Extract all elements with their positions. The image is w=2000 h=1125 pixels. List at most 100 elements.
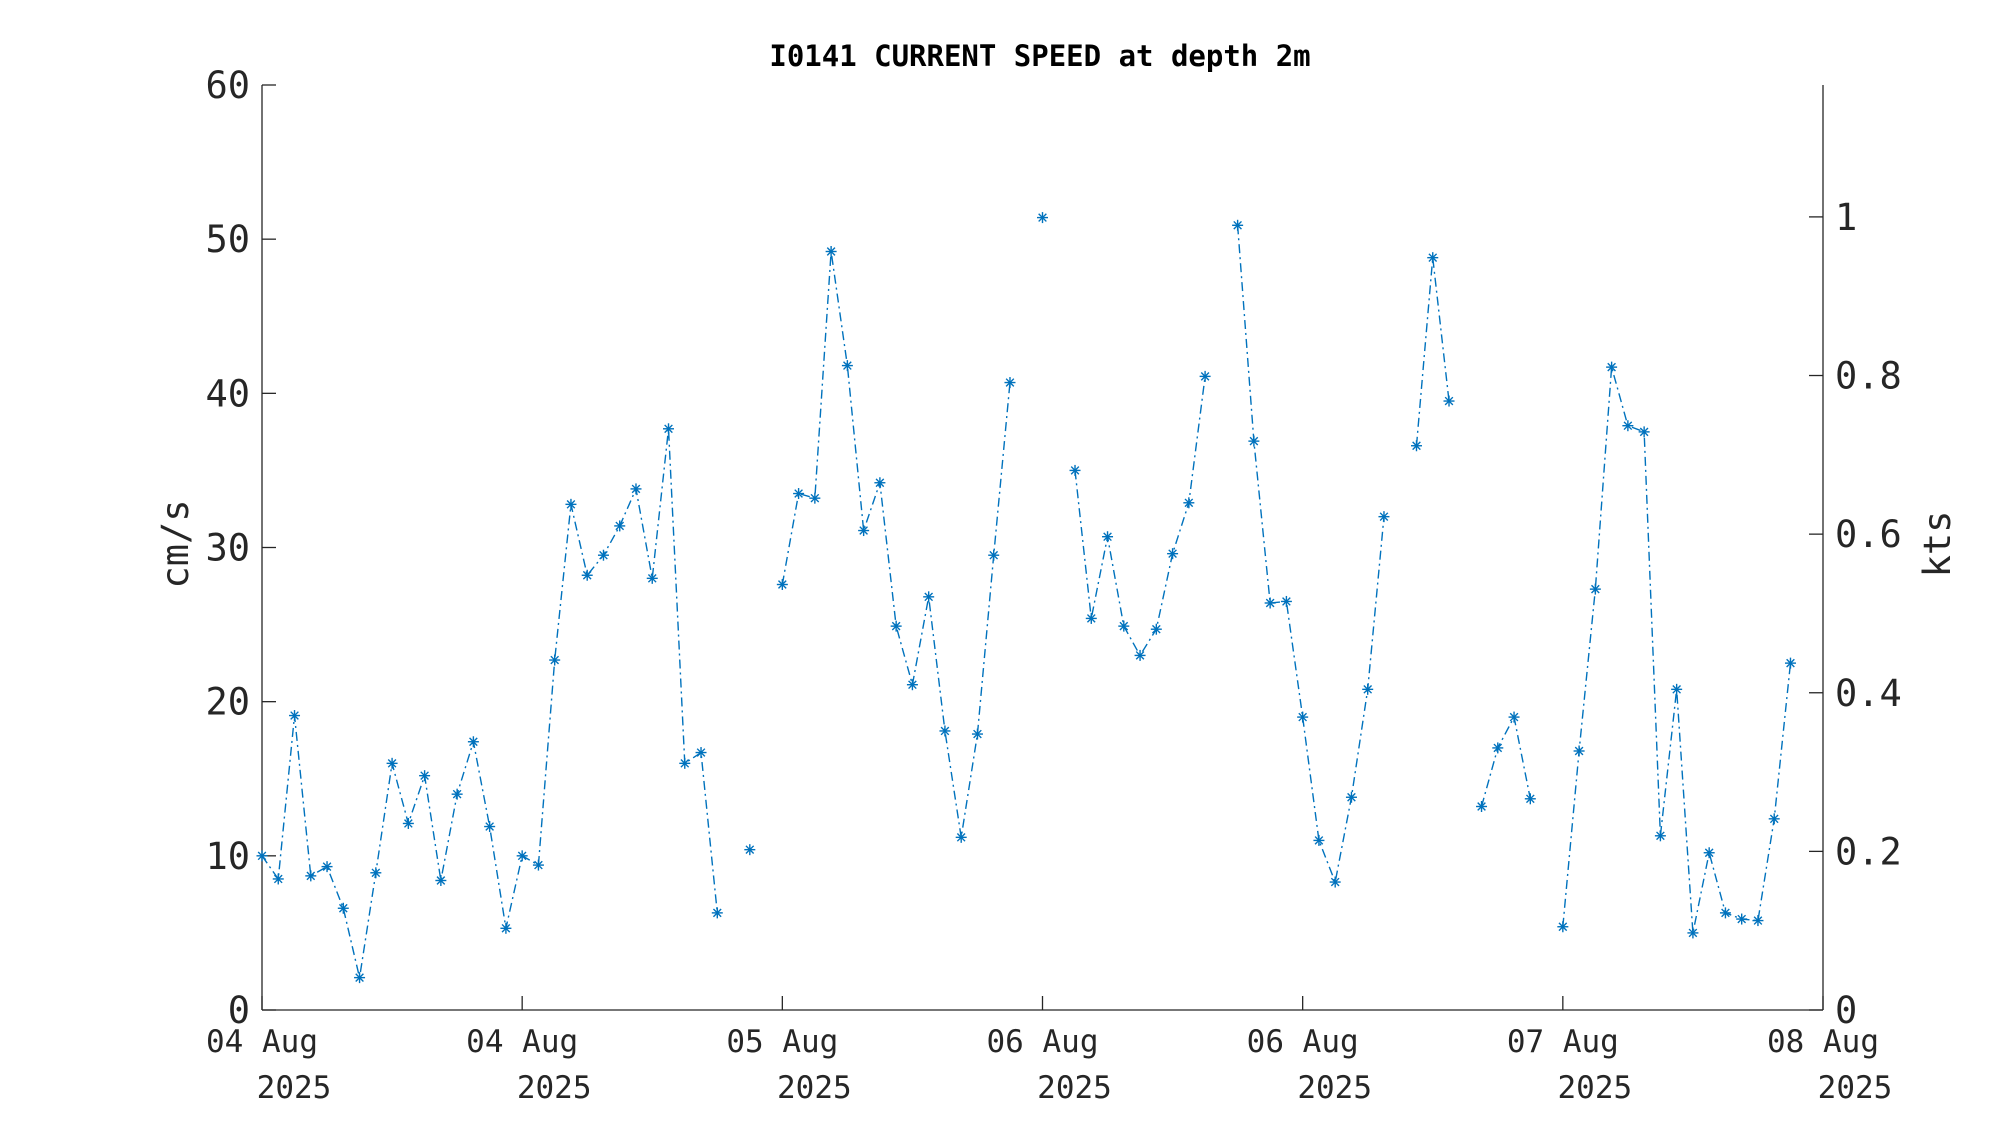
x-tick-label-year: 2025 (777, 1070, 852, 1106)
data-point (630, 483, 642, 495)
data-point (1102, 531, 1114, 543)
data-point (1508, 711, 1520, 723)
x-tick-label-date: 05 Aug (726, 1024, 838, 1060)
data-point (581, 569, 593, 581)
data-point (1557, 921, 1569, 933)
data-point (1232, 219, 1244, 231)
data-point (825, 246, 837, 257)
data-point (370, 867, 382, 879)
data-point (906, 679, 918, 691)
y-tick-label-right: 1 (1835, 196, 1857, 239)
data-point (1736, 913, 1748, 925)
data-point (646, 572, 658, 584)
data-point (419, 770, 431, 782)
series-line-group (261, 225, 1792, 978)
data-point (1492, 742, 1504, 754)
series-line-segment (261, 428, 718, 978)
data-point (663, 423, 675, 435)
series-line-segment (1415, 257, 1450, 446)
data-point (890, 620, 902, 632)
data-point (1622, 420, 1634, 432)
y-tick-label-right: 0.2 (1835, 830, 1902, 873)
data-point (614, 520, 626, 532)
series-line-segment (1480, 715, 1531, 807)
data-point (1443, 395, 1455, 407)
y-tick-label-left: 50 (205, 218, 250, 261)
y-tick-label-right: 0.4 (1835, 672, 1902, 715)
x-axis: 04 Aug 2025 04 Aug 2025 05 Aug 2025 06 Aug 2025… (206, 996, 1892, 1106)
x-tick-label-year: 2025 (1558, 1070, 1633, 1106)
data-point (858, 525, 870, 537)
y-tick-label-left: 10 (205, 835, 250, 878)
series-marker-group (256, 212, 1796, 984)
data-point (289, 710, 301, 722)
data-point (874, 477, 886, 489)
data-point (565, 498, 577, 510)
data-point (1345, 791, 1357, 803)
data-point (939, 725, 951, 737)
data-point (1264, 597, 1276, 609)
data-point (1069, 464, 1081, 476)
data-point (1167, 548, 1179, 560)
y-tick-label-right: 0.6 (1835, 513, 1902, 556)
data-point (988, 549, 1000, 561)
data-point (484, 821, 496, 833)
data-point (1004, 377, 1016, 389)
data-point (256, 850, 268, 862)
data-point (1362, 683, 1374, 695)
y-axis-label-left: cm/s (154, 499, 197, 588)
data-point (711, 907, 723, 919)
y-tick-label-left: 40 (205, 372, 250, 415)
y-tick-label-left: 0 (228, 989, 250, 1032)
y-axis-label-right: kts (1916, 511, 1959, 578)
data-point (1329, 876, 1341, 888)
y-tick-label-right: 0.8 (1835, 355, 1902, 398)
data-point (435, 875, 447, 886)
data-point (1719, 907, 1731, 919)
x-tick-label-year: 2025 (517, 1070, 592, 1106)
data-point (1573, 745, 1585, 757)
data-point (1427, 252, 1439, 264)
data-point (1671, 683, 1683, 695)
data-point (354, 972, 366, 984)
x-tick-label-year: 2025 (1037, 1070, 1112, 1106)
data-point (516, 850, 528, 862)
x-tick-label-date: 06 Aug (987, 1024, 1099, 1060)
data-point (1134, 649, 1146, 661)
data-point (321, 861, 333, 873)
data-point (1524, 793, 1536, 805)
data-point (841, 360, 853, 372)
data-point (1297, 711, 1309, 723)
x-tick-label-date: 08 Aug (1767, 1024, 1879, 1060)
data-point (337, 902, 349, 914)
data-point (1638, 426, 1650, 438)
data-point (305, 870, 317, 882)
data-point (971, 728, 983, 740)
data-point (695, 747, 707, 759)
data-point (923, 591, 935, 603)
data-point (1768, 813, 1780, 825)
data-point (1199, 370, 1211, 382)
data-point (776, 579, 788, 590)
data-point (1085, 612, 1097, 624)
x-tick-label-year: 2025 (1818, 1070, 1893, 1106)
data-point (467, 736, 479, 748)
x-tick-label-date: 04 Aug (206, 1024, 318, 1060)
data-point (1118, 620, 1130, 632)
x-tick-label-date: 04 Aug (466, 1024, 578, 1060)
series-line-segment (781, 251, 1011, 838)
data-point (1280, 595, 1292, 607)
data-point (1476, 801, 1488, 812)
x-tick-label-year: 2025 (1297, 1070, 1372, 1106)
series-line-segment (1074, 376, 1206, 657)
y-axis-right: 0 0.2 0.4 0.6 0.8 1 (1809, 196, 1902, 1032)
data-point (1654, 830, 1666, 842)
data-point (793, 488, 805, 500)
series-line-segment (1236, 225, 1385, 885)
data-point (451, 788, 463, 800)
y-tick-label-left: 60 (205, 64, 250, 107)
data-point (1687, 927, 1699, 939)
data-point (1752, 915, 1764, 927)
data-point (1378, 511, 1390, 523)
